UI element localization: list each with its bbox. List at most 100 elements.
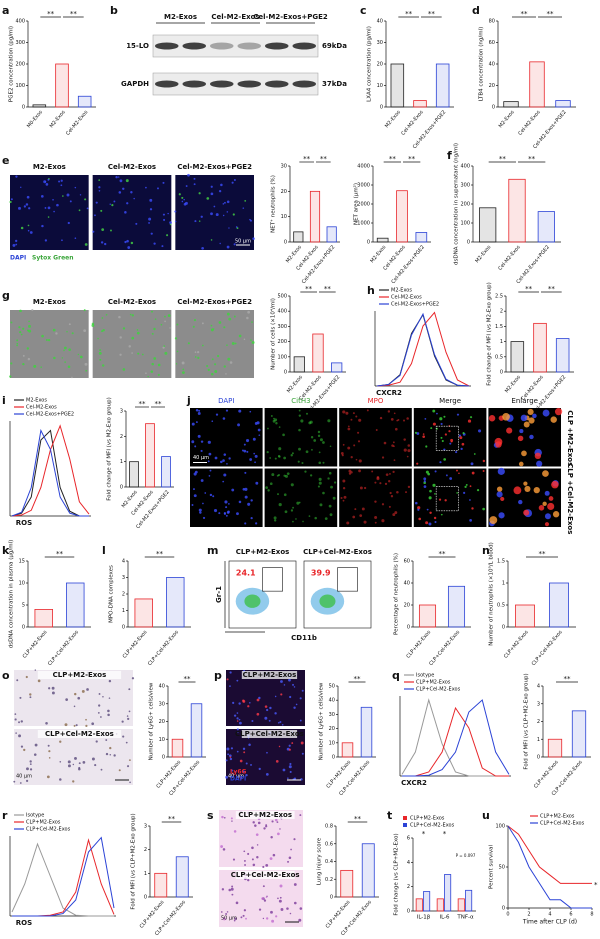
histogram-curve xyxy=(11,424,90,517)
cell xyxy=(538,505,545,511)
y-tick-label: 200 xyxy=(277,339,287,345)
bar xyxy=(376,237,389,243)
panel-letter: f xyxy=(447,149,452,162)
cell xyxy=(160,323,163,326)
cell xyxy=(233,919,236,922)
cell xyxy=(292,506,295,509)
cell xyxy=(31,308,34,312)
bar xyxy=(145,423,155,488)
cell xyxy=(327,419,331,423)
bar xyxy=(175,856,189,898)
cell xyxy=(527,408,534,416)
cell xyxy=(482,459,486,463)
cell xyxy=(280,680,283,683)
image-title: Cel-M2-Exos xyxy=(108,163,156,171)
cell xyxy=(100,241,104,244)
cell xyxy=(71,376,73,379)
cell xyxy=(16,679,19,682)
cell xyxy=(47,206,51,210)
cell xyxy=(222,917,226,921)
cell xyxy=(308,515,311,518)
y-tick-label: 1 xyxy=(500,339,503,345)
cell xyxy=(77,696,81,700)
cell xyxy=(438,498,442,501)
panel-letter: n xyxy=(482,544,490,557)
bar xyxy=(154,872,168,898)
sig-label: ** xyxy=(156,550,164,558)
x-tick-label: 0 xyxy=(506,912,509,918)
bar xyxy=(341,742,354,758)
cell xyxy=(363,486,367,490)
cell xyxy=(126,239,129,243)
cell xyxy=(229,671,232,674)
y-tick-label: 20 xyxy=(159,719,165,725)
cell xyxy=(242,487,246,491)
cell xyxy=(194,220,197,223)
cell xyxy=(26,347,30,350)
micrograph xyxy=(339,408,412,467)
category-label: M2-Exos xyxy=(49,109,67,129)
cell xyxy=(206,197,210,200)
bar xyxy=(444,874,452,912)
bar xyxy=(66,582,85,628)
blot-band xyxy=(209,42,234,50)
cell xyxy=(99,349,102,352)
cell xyxy=(250,517,253,520)
cell xyxy=(29,763,32,765)
cell xyxy=(45,183,49,186)
cell xyxy=(342,479,346,483)
bar xyxy=(171,738,184,758)
cell xyxy=(194,351,197,353)
y-tick-label: 0 xyxy=(120,485,123,491)
image-title: Cel-M2-Exos+PGE2 xyxy=(177,163,252,171)
cell xyxy=(199,511,202,514)
cell xyxy=(502,412,510,421)
cell xyxy=(244,495,248,499)
cell xyxy=(235,901,239,905)
cell xyxy=(248,743,251,746)
cell xyxy=(301,689,304,692)
cell xyxy=(482,469,485,473)
cell xyxy=(279,721,282,724)
cell xyxy=(247,502,251,506)
cell xyxy=(225,759,228,762)
blot-band xyxy=(154,42,179,50)
cell xyxy=(34,743,38,747)
cell xyxy=(10,362,13,365)
cell xyxy=(238,334,242,338)
cell xyxy=(467,419,472,423)
cell xyxy=(213,508,218,513)
cell xyxy=(71,332,74,335)
y-tick-label: 0 xyxy=(380,105,383,111)
y-axis-label: dsDNA concentration in plasma (μg/ml) xyxy=(9,540,15,649)
micrograph xyxy=(264,468,338,527)
cell xyxy=(242,770,245,773)
sig-label: ** xyxy=(56,550,64,558)
cell xyxy=(357,431,360,434)
cell xyxy=(29,696,32,699)
cell xyxy=(439,417,443,421)
bar xyxy=(34,609,53,628)
cell xyxy=(274,818,278,822)
cell xyxy=(222,848,226,851)
legend-label: M2-Exos xyxy=(391,288,412,294)
cell xyxy=(181,200,184,203)
bar xyxy=(134,598,153,628)
y-tick-label: 4 xyxy=(537,684,540,690)
scale-label: 50 μm xyxy=(221,916,237,922)
cell xyxy=(265,825,268,828)
y-axis-label: Percent survival xyxy=(489,845,495,889)
cell xyxy=(231,769,234,772)
cell xyxy=(222,459,225,462)
bar xyxy=(529,61,545,108)
image-title: CLP+Cel-M2-Exos xyxy=(231,871,300,879)
y-tick-label: 200 xyxy=(15,62,25,68)
cell xyxy=(289,762,292,766)
y-tick-label: 15 xyxy=(19,559,25,565)
cell xyxy=(298,409,301,412)
cell xyxy=(243,909,247,912)
cell xyxy=(426,508,429,511)
cell xyxy=(265,864,269,867)
cell xyxy=(432,483,436,487)
cell xyxy=(74,186,77,189)
